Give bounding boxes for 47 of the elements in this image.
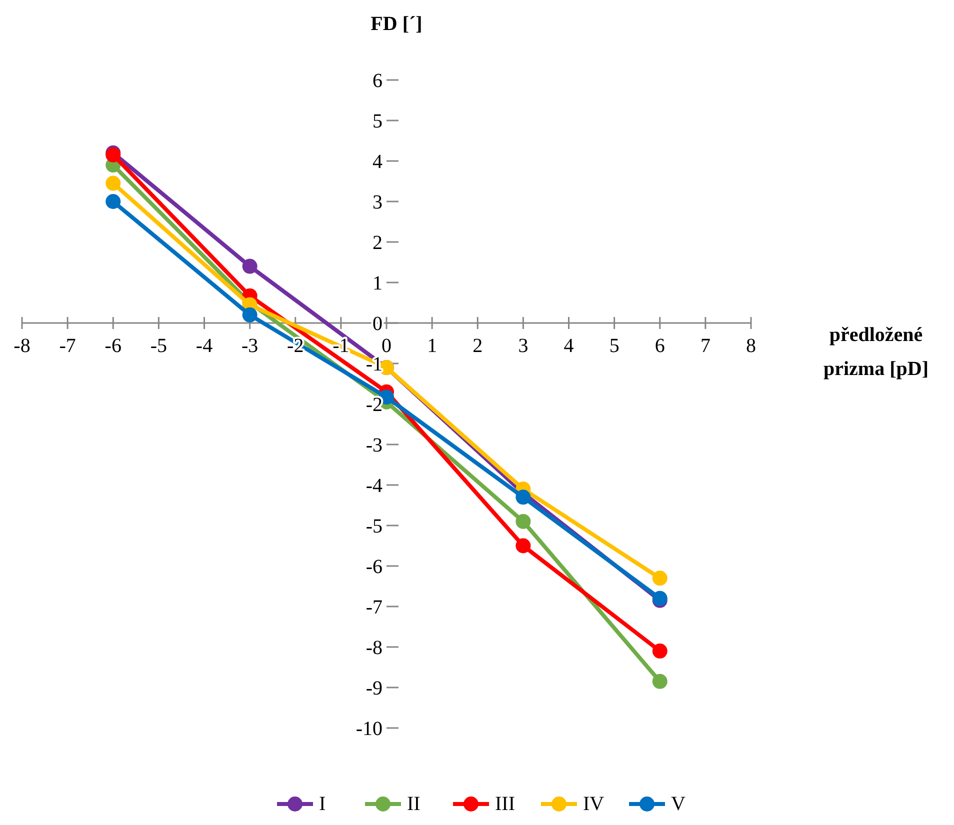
y-axis-title: FD [´]: [370, 13, 422, 35]
y-tick-label: 4: [372, 151, 382, 173]
y-tick-label: 2: [372, 232, 382, 254]
legend-label: II: [407, 793, 420, 815]
x-tick-label: 5: [609, 335, 620, 357]
point: [652, 674, 668, 689]
y-tick-label: -8: [366, 637, 382, 659]
legend-label: V: [671, 793, 686, 815]
point: [106, 194, 121, 209]
point: [516, 538, 531, 554]
point: [106, 176, 121, 191]
point: [242, 258, 258, 274]
x-tick-label: 7: [700, 335, 710, 357]
y-tick-label: -7: [366, 596, 382, 618]
x-tick-label: 8: [746, 335, 756, 357]
y-tick-label: -3: [366, 434, 382, 456]
x-tick-label: -5: [150, 335, 168, 357]
x-tick-label: -4: [196, 335, 213, 357]
y-tick-label: -2: [366, 394, 382, 416]
y-tick-label: -9: [366, 678, 382, 700]
x-tick-label: -3: [241, 335, 258, 357]
y-tick-label: 0: [372, 313, 382, 335]
x-tick-label: 2: [472, 335, 483, 357]
legend-label: III: [495, 793, 515, 815]
x-tick-label: 3: [518, 335, 528, 357]
y-tick-label: 5: [372, 110, 382, 132]
x-tick-label: -6: [104, 335, 122, 357]
point: [652, 644, 668, 659]
y-tick-label: 1: [372, 272, 382, 294]
x-tick-label: -7: [59, 335, 76, 357]
legend-label: I: [319, 793, 326, 815]
x-tick-label: 6: [654, 335, 665, 357]
point: [652, 570, 668, 586]
point: [242, 307, 258, 322]
x-axis-title: předložené prizma [pD]: [824, 324, 928, 380]
y-tick-label: -4: [366, 475, 382, 497]
legend-label: IV: [583, 793, 605, 815]
y-tick-label: -10: [356, 718, 382, 740]
point: [516, 490, 531, 505]
y-tick-label: 6: [372, 70, 382, 92]
y-tick-label: 3: [372, 192, 382, 214]
x-tick-label: -8: [14, 335, 30, 357]
y-tick-label: -5: [366, 516, 382, 538]
point: [516, 514, 531, 529]
x-tick-label: 4: [564, 335, 574, 357]
x-tick-label: 1: [427, 335, 438, 357]
y-tick-label: -6: [366, 556, 382, 578]
